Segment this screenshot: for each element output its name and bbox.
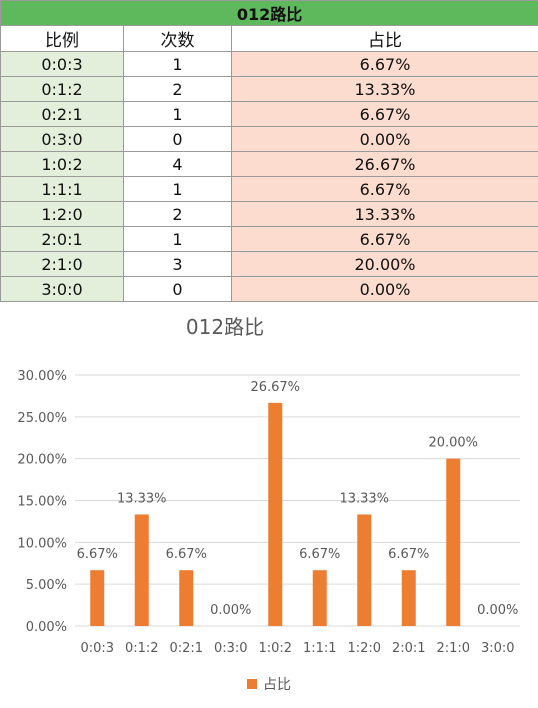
data-label: 26.67% xyxy=(250,380,300,395)
percent-cell: 0.00% xyxy=(230,126,538,152)
data-label: 6.67% xyxy=(388,547,429,562)
percent-cell: 13.33% xyxy=(230,76,538,102)
gridlines xyxy=(75,374,520,627)
header-ratio: 比例 xyxy=(0,25,124,52)
ratio-table: 012路比 比例 次数 占比 0:0:3 1 6.67% 0:1:2 2 13.33% 0:… xyxy=(0,0,538,302)
count-cell: 3 xyxy=(123,251,232,277)
percent-cell: 13.33% xyxy=(230,201,538,227)
legend: 占比 xyxy=(247,677,291,693)
table-row: 2:1:0 3 20.00% xyxy=(0,251,538,277)
ratio-cell: 2:0:1 xyxy=(0,226,124,252)
bar xyxy=(268,402,283,626)
count-cell: 2 xyxy=(123,76,232,102)
count-cell: 4 xyxy=(123,151,232,177)
x-tick-label: 0:0:3 xyxy=(80,641,114,656)
x-axis-ticks: 0:0:3 0:1:2 0:2:1 0:3:0 1:0:2 1:1:1 1:2:0 2:0:1… xyxy=(80,641,514,656)
table-row: 0:2:1 1 6.67% xyxy=(0,101,538,127)
x-tick-label: 0:2:1 xyxy=(169,641,203,656)
x-tick-label: 1:2:0 xyxy=(347,641,381,656)
legend-label: 占比 xyxy=(263,677,291,693)
bar xyxy=(357,514,372,626)
ratio-cell: 2:1:0 xyxy=(0,251,124,277)
x-tick-label: 2:1:0 xyxy=(436,641,470,656)
y-tick-label: 0.00% xyxy=(26,620,67,635)
data-label: 6.67% xyxy=(299,547,340,562)
ratio-cell: 3:0:0 xyxy=(0,276,124,302)
x-tick-label: 1:1:1 xyxy=(303,641,337,656)
percent-cell: 6.67% xyxy=(230,101,538,127)
ratio-cell: 1:0:2 xyxy=(0,151,124,177)
y-tick-label: 20.00% xyxy=(17,453,67,468)
bar xyxy=(90,570,105,626)
y-tick-label: 10.00% xyxy=(17,536,67,551)
header-percent: 占比 xyxy=(230,25,538,52)
table-row: 0:0:3 1 6.67% xyxy=(0,51,538,77)
count-cell: 0 xyxy=(123,126,232,152)
bar xyxy=(401,570,416,626)
data-label: 6.67% xyxy=(166,547,207,562)
count-cell: 1 xyxy=(123,176,232,202)
ratio-cell: 0:3:0 xyxy=(0,126,124,152)
y-tick-label: 15.00% xyxy=(17,495,67,510)
table-row: 2:0:1 1 6.67% xyxy=(0,226,538,252)
chart-title: 012路比 xyxy=(186,315,264,339)
y-tick-label: 30.00% xyxy=(17,369,67,384)
x-tick-label: 2:0:1 xyxy=(392,641,426,656)
bar xyxy=(446,458,461,626)
data-labels: 6.67% 13.33% 6.67% 0.00% 26.67% 6.67% 13.33% 6.… xyxy=(77,380,519,618)
y-tick-label: 5.00% xyxy=(26,578,67,593)
data-label: 13.33% xyxy=(117,491,167,506)
count-cell: 1 xyxy=(123,101,232,127)
table-row: 0:3:0 0 0.00% xyxy=(0,126,538,152)
percent-cell: 26.67% xyxy=(230,151,538,177)
count-cell: 0 xyxy=(123,276,232,302)
table-row: 1:0:2 4 26.67% xyxy=(0,151,538,177)
table-title: 012路比 xyxy=(0,0,538,26)
table-row: 1:2:0 2 13.33% xyxy=(0,201,538,227)
percent-cell: 6.67% xyxy=(230,51,538,77)
legend-swatch xyxy=(247,679,257,689)
x-tick-label: 3:0:0 xyxy=(481,641,515,656)
bar xyxy=(312,570,327,626)
data-label: 13.33% xyxy=(339,491,389,506)
y-axis-ticks: 0.00% 5.00% 10.00% 15.00% 20.00% 25.00% 30.00% xyxy=(17,369,67,635)
x-tick-label: 0:1:2 xyxy=(125,641,159,656)
y-tick-label: 25.00% xyxy=(17,411,67,426)
bars xyxy=(90,402,461,626)
table-row: 3:0:0 0 0.00% xyxy=(0,276,538,302)
bar-chart: 012路比 0.00% 5.00% 10.00% 15.00% 20.00% 25.00%… xyxy=(17,315,520,693)
percent-cell: 0.00% xyxy=(230,276,538,302)
bar xyxy=(134,514,149,626)
data-label: 6.67% xyxy=(77,547,118,562)
percent-cell: 6.67% xyxy=(230,226,538,252)
x-tick-label: 1:0:2 xyxy=(258,641,292,656)
bar xyxy=(179,570,194,626)
ratio-cell: 1:1:1 xyxy=(0,176,124,202)
ratio-cell: 0:0:3 xyxy=(0,51,124,77)
percent-cell: 6.67% xyxy=(230,176,538,202)
count-cell: 1 xyxy=(123,226,232,252)
data-label: 0.00% xyxy=(210,603,251,618)
table-row: 1:1:1 1 6.67% xyxy=(0,176,538,202)
count-cell: 1 xyxy=(123,51,232,77)
data-label: 20.00% xyxy=(428,436,478,451)
table-row: 0:1:2 2 13.33% xyxy=(0,76,538,102)
count-cell: 2 xyxy=(123,201,232,227)
ratio-cell: 0:2:1 xyxy=(0,101,124,127)
ratio-cell: 0:1:2 xyxy=(0,76,124,102)
ratio-cell: 1:2:0 xyxy=(0,201,124,227)
x-tick-label: 0:3:0 xyxy=(214,641,248,656)
percent-cell: 20.00% xyxy=(230,251,538,277)
table-body: 0:0:3 1 6.67% 0:1:2 2 13.33% 0:2:1 1 6.67% 0:3:0 0… xyxy=(0,51,538,302)
header-count: 次数 xyxy=(123,25,232,52)
data-label: 0.00% xyxy=(477,603,518,618)
